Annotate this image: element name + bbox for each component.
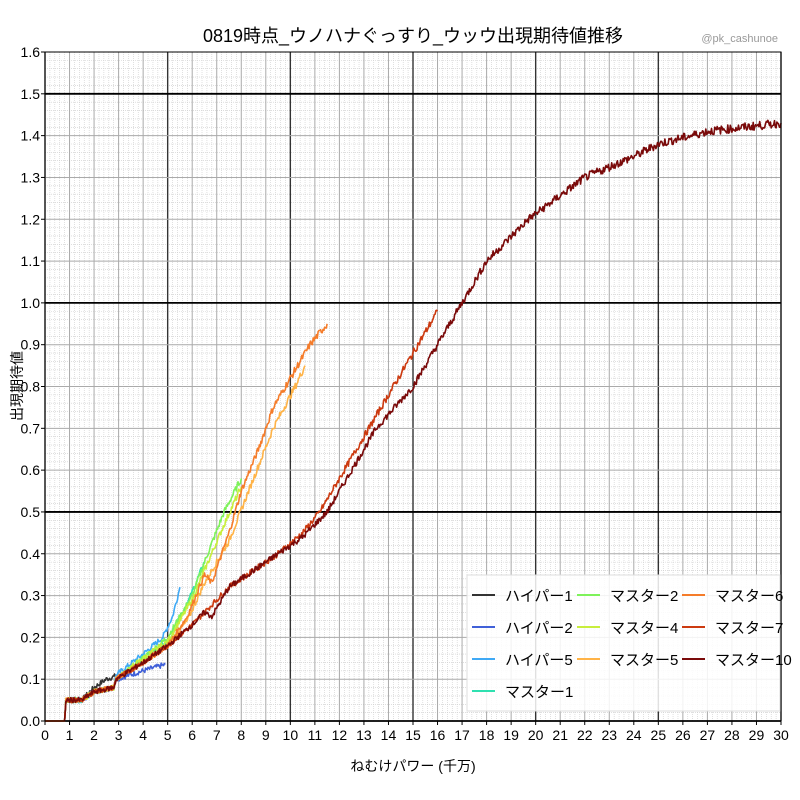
y-tick-label: 0.3 <box>21 588 41 604</box>
chart-title: 0819時点_ウノハナぐっすり_ウッウ出現期待値推移 <box>203 26 623 47</box>
x-tick-label: 18 <box>479 727 495 743</box>
y-tick-label: 0.4 <box>21 546 41 562</box>
legend-label: マスター5 <box>610 652 678 669</box>
y-tick-label: 0.7 <box>21 420 41 436</box>
grid <box>44 51 782 722</box>
x-tick-label: 19 <box>503 727 519 743</box>
legend-label: ハイパー5 <box>505 652 573 669</box>
y-axis-label: 出現期待値 <box>9 351 25 421</box>
series-lines <box>45 119 782 722</box>
legend: ハイパー1 ハイパー2 ハイパー5 マスター1 マスター2 マスター4 マスター5 マスター6… <box>466 574 792 712</box>
y-tick-label: 0.2 <box>21 629 41 645</box>
y-tick-label: 1.6 <box>21 44 41 60</box>
x-tick-label: 20 <box>528 727 544 743</box>
x-tick-label: 22 <box>577 727 593 743</box>
x-tick-label: 23 <box>601 727 617 743</box>
y-tick-label: 1.0 <box>21 295 41 311</box>
legend-label: マスター6 <box>715 588 783 605</box>
x-tick-label: 16 <box>430 727 446 743</box>
legend-label: ハイパー1 <box>505 588 573 605</box>
y-tick-label: 1.2 <box>21 211 41 227</box>
legend-label: マスター10 <box>715 652 792 669</box>
x-tick-label: 26 <box>675 727 691 743</box>
x-tick-label: 13 <box>356 727 372 743</box>
x-axis-label: ねむけパワー (千万) <box>350 758 475 774</box>
x-tick-label: 15 <box>405 727 421 743</box>
y-tick-label: 0.8 <box>21 379 41 395</box>
y-tick-label: 0.5 <box>21 504 41 520</box>
legend-label: マスター4 <box>610 620 678 637</box>
x-tick-label: 0 <box>41 727 49 743</box>
x-tick-label: 1 <box>66 727 74 743</box>
series-line-9 <box>45 119 782 722</box>
x-tick-label: 14 <box>381 727 397 743</box>
x-tick-label: 27 <box>700 727 716 743</box>
x-tick-label: 6 <box>188 727 196 743</box>
x-tick-label: 28 <box>724 727 740 743</box>
x-tick-label: 8 <box>237 727 245 743</box>
x-tick-label: 29 <box>749 727 765 743</box>
watermark: @pk_cashunoe <box>701 33 778 45</box>
series-line-7 <box>45 323 328 722</box>
x-tick-label: 5 <box>164 727 172 743</box>
y-tick-labels: 0.0 0.1 0.2 0.3 0.4 0.5 0.6 0.7 0.8 0.9 1.0 1.1 1.2 1… <box>21 44 45 729</box>
legend-label: マスター2 <box>610 588 678 605</box>
x-tick-label: 4 <box>139 727 147 743</box>
x-tick-label: 7 <box>213 727 221 743</box>
y-tick-label: 0.1 <box>21 671 41 687</box>
y-tick-label: 1.4 <box>21 128 41 144</box>
x-tick-label: 25 <box>651 727 667 743</box>
x-tick-label: 30 <box>773 727 789 743</box>
x-tick-label: 12 <box>332 727 348 743</box>
x-tick-label: 11 <box>308 727 323 743</box>
x-tick-label: 3 <box>115 727 123 743</box>
legend-label: ハイパー2 <box>505 620 573 637</box>
legend-label: マスター1 <box>505 684 573 701</box>
y-tick-label: 1.5 <box>21 86 41 102</box>
y-tick-label: 1.3 <box>21 169 41 185</box>
x-tick-label: 21 <box>552 727 568 743</box>
x-tick-label: 10 <box>283 727 299 743</box>
y-tick-label: 0.6 <box>21 462 41 478</box>
x-tick-labels: 0 1 2 3 4 5 6 7 8 9 10 11 12 13 14 15 16 17 18 19 20 21 22 23 24… <box>41 721 789 743</box>
x-tick-label: 2 <box>90 727 98 743</box>
y-tick-label: 0.9 <box>21 337 41 353</box>
x-tick-label: 17 <box>454 727 470 743</box>
x-tick-label: 24 <box>626 727 642 743</box>
x-tick-label: 9 <box>262 727 270 743</box>
legend-label: マスター7 <box>715 620 783 637</box>
y-tick-label: 0.0 <box>21 713 41 729</box>
y-tick-label: 1.1 <box>21 253 41 269</box>
